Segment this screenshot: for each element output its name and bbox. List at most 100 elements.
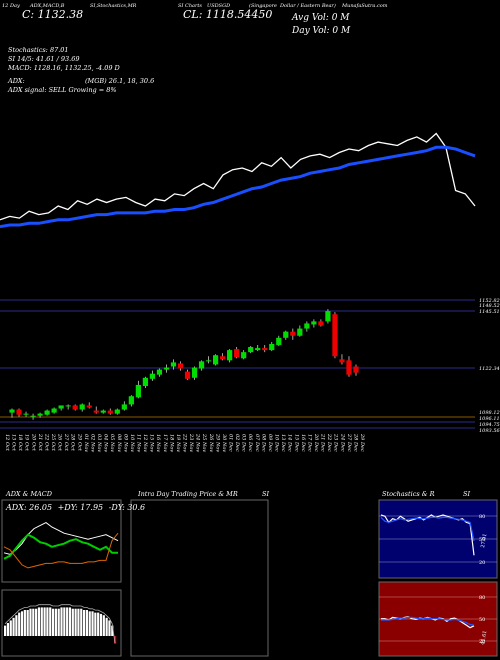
macd-bar: [37, 607, 41, 636]
candlestick-chart: [9, 309, 359, 420]
stoch-readout: 27.01: [480, 533, 488, 548]
macd-bar: [6, 623, 10, 636]
si-tick: 50: [479, 617, 485, 623]
candle-up: [170, 362, 177, 367]
date-label: 19 Nov: [175, 434, 181, 452]
candle-up: [51, 408, 57, 413]
date-label: 15 Dec: [293, 434, 299, 452]
macd-bar: [54, 608, 57, 636]
adx-panel: [1, 499, 122, 583]
macd-bar: [94, 612, 97, 636]
date-label: 09 Nov: [122, 434, 128, 452]
date-label: 08 Nov: [116, 434, 122, 452]
macd-bar: [114, 636, 117, 644]
macd-bar: [63, 607, 66, 636]
candle-down: [318, 321, 324, 326]
date-label: 25 Oct: [50, 433, 56, 452]
header-item: 12 Day: [2, 3, 20, 9]
date-label: 11 Nov: [136, 434, 142, 452]
date-label: 21 Dec: [320, 433, 326, 452]
date-label: 12 Nov: [142, 434, 148, 452]
date-label: 03 Nov: [96, 434, 102, 452]
date-label: 16 Dec: [300, 434, 306, 452]
minus-dy-value: -DY: 30.6: [108, 503, 146, 512]
date-label: 13 Oct: [11, 434, 17, 452]
date-label: 23 Nov: [188, 433, 194, 452]
date-label: 10 Nov: [129, 434, 135, 452]
candle-up: [248, 347, 254, 353]
stochastics-series-line: [380, 516, 475, 542]
stoch-tick: 50: [479, 537, 485, 543]
candle-up: [163, 367, 170, 370]
candle-up: [37, 413, 43, 416]
avg-vol-label: Avg Vol: 0 M: [292, 13, 350, 23]
date-label: 24 Dec: [339, 433, 345, 452]
date-label: 20 Dec: [313, 433, 319, 452]
candle-down: [234, 349, 240, 358]
macd-bar: [20, 611, 24, 636]
stochastics-title-si: SI: [463, 490, 471, 498]
date-label: 22 Dec: [326, 433, 332, 452]
header-item: USDSGD: [207, 3, 231, 9]
date-label: 30 Nov: [221, 434, 227, 452]
stoch-tick: 80: [479, 514, 485, 520]
adx-value: ADX: 26.05: [6, 503, 53, 512]
candle-down: [339, 359, 345, 363]
date-label: 09 Dec: [267, 434, 273, 452]
intraday-title-si: SI: [262, 490, 270, 498]
candle-down: [93, 410, 99, 413]
candle-up: [79, 404, 85, 410]
candle-up: [283, 331, 289, 338]
macd-bar: [43, 607, 46, 636]
candle-up: [156, 369, 163, 375]
macd-histogram: [4, 604, 117, 644]
date-label: 24 Nov: [195, 433, 201, 452]
candle-up: [212, 355, 219, 365]
date-label: 28 Oct: [70, 433, 76, 452]
date-label: 21 Oct: [37, 433, 43, 452]
candle-down: [262, 348, 268, 351]
si-series-line: [381, 616, 475, 626]
cl-label: CL: 1118.54450: [183, 8, 273, 21]
date-label: 28 Dec: [352, 433, 358, 452]
header-item: (Singapore: [249, 3, 277, 9]
candle-up: [311, 321, 317, 325]
price-label: 1145.51: [479, 309, 500, 315]
intraday-title: Intra Day Trading Price & MR: [138, 490, 238, 498]
date-label: 14 Dec: [287, 434, 293, 452]
date-label: 08 Dec: [260, 434, 266, 452]
adx-series-line: [3, 533, 118, 560]
candle-up: [304, 323, 310, 329]
adx-values: (MGB) 26.1, 18, 30.6: [85, 77, 155, 85]
trend-chart: [0, 132, 476, 229]
date-label: 18 Oct: [17, 434, 23, 452]
candle-up: [23, 413, 29, 415]
intraday-panel: [130, 499, 269, 657]
date-label: 05 Nov: [109, 434, 115, 452]
date-label: 06 Dec: [247, 434, 253, 452]
date-label: 29 Nov: [214, 433, 220, 452]
candle-up: [44, 410, 50, 415]
adx-series-line: [3, 532, 119, 569]
date-label: 04 Nov: [103, 434, 109, 452]
candle-up: [149, 373, 156, 379]
header-item: SI Charts: [178, 3, 202, 9]
price-line: [0, 132, 476, 221]
header-item: MunafaSutra.com: [342, 3, 388, 9]
stochastics-readout: Stochastics: 87.01: [8, 46, 69, 54]
macd-bar: [105, 617, 108, 636]
macd-bar: [108, 620, 111, 636]
date-label: 01 Dec: [228, 434, 234, 452]
candle-up: [30, 415, 36, 417]
candle-down: [16, 409, 22, 415]
candle-down: [177, 363, 184, 369]
candle-up: [100, 410, 106, 413]
date-label: 12 Oct: [4, 434, 10, 452]
macd-bar: [15, 615, 18, 636]
date-label: 29 Dec: [359, 433, 365, 452]
date-label: 22 Nov: [182, 433, 188, 452]
macd-bar: [80, 608, 83, 636]
date-label: 01 Nov: [83, 434, 89, 452]
macd-bar: [29, 608, 32, 636]
macd-bar: [77, 608, 80, 636]
